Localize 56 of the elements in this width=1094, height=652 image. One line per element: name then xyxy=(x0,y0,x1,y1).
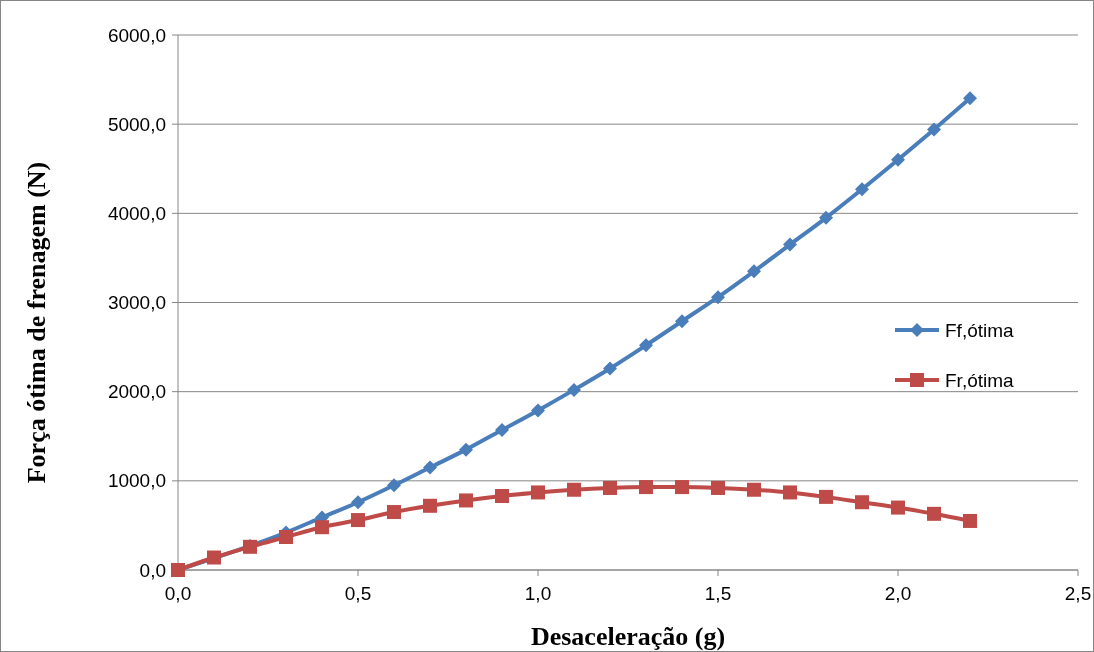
point xyxy=(351,495,365,510)
legend-label: Ff,ótima xyxy=(945,319,1015,341)
point xyxy=(963,513,977,528)
point xyxy=(567,482,581,497)
point xyxy=(459,442,473,457)
point xyxy=(927,122,941,137)
point xyxy=(387,505,401,520)
point xyxy=(747,264,761,279)
point xyxy=(819,210,833,225)
point xyxy=(423,460,437,475)
x-tick-label: 0,5 xyxy=(344,583,372,604)
x-tick-label: 1,5 xyxy=(704,583,732,604)
y-tick-label: 4000,0 xyxy=(107,202,166,224)
point xyxy=(711,290,725,305)
point xyxy=(603,361,617,376)
point xyxy=(855,495,869,510)
y-tick-label: 5000,0 xyxy=(107,113,166,135)
point xyxy=(675,314,689,329)
point xyxy=(279,530,293,545)
point xyxy=(531,403,545,418)
x-tick-label: 2,5 xyxy=(1064,583,1092,604)
point xyxy=(639,480,653,495)
y-tick-label: 2000,0 xyxy=(107,381,166,403)
x-tick-label: 1,0 xyxy=(524,583,552,604)
point xyxy=(207,550,221,565)
point xyxy=(927,506,941,521)
point xyxy=(675,480,689,495)
point xyxy=(783,485,797,500)
point xyxy=(819,489,833,504)
y-tick-label: 6000,0 xyxy=(107,24,166,46)
x-tick-label: 0,0 xyxy=(164,583,192,604)
point xyxy=(891,500,905,515)
point xyxy=(747,482,761,497)
point xyxy=(387,478,401,493)
point xyxy=(639,338,653,353)
point xyxy=(423,498,437,513)
point xyxy=(783,237,797,252)
point xyxy=(963,91,977,106)
x-tick-label: 2,0 xyxy=(884,583,912,604)
point xyxy=(711,480,725,495)
point xyxy=(567,382,581,397)
point xyxy=(495,423,509,438)
y-tick-label: 1000,0 xyxy=(107,470,166,492)
point xyxy=(603,480,617,495)
point xyxy=(315,520,329,535)
point xyxy=(855,182,869,197)
point xyxy=(351,513,365,528)
point xyxy=(531,485,545,500)
point xyxy=(891,152,905,167)
x-axis-title: Desaceleração (g) xyxy=(530,622,726,651)
point xyxy=(459,493,473,508)
legend-label: Fr,ótima xyxy=(945,369,1015,391)
y-tick-label: 3000,0 xyxy=(107,292,166,314)
point xyxy=(495,488,509,503)
y-axis-title: Força ótima de frenagem (N) xyxy=(22,161,51,484)
y-tick-label: 0,0 xyxy=(139,559,166,581)
